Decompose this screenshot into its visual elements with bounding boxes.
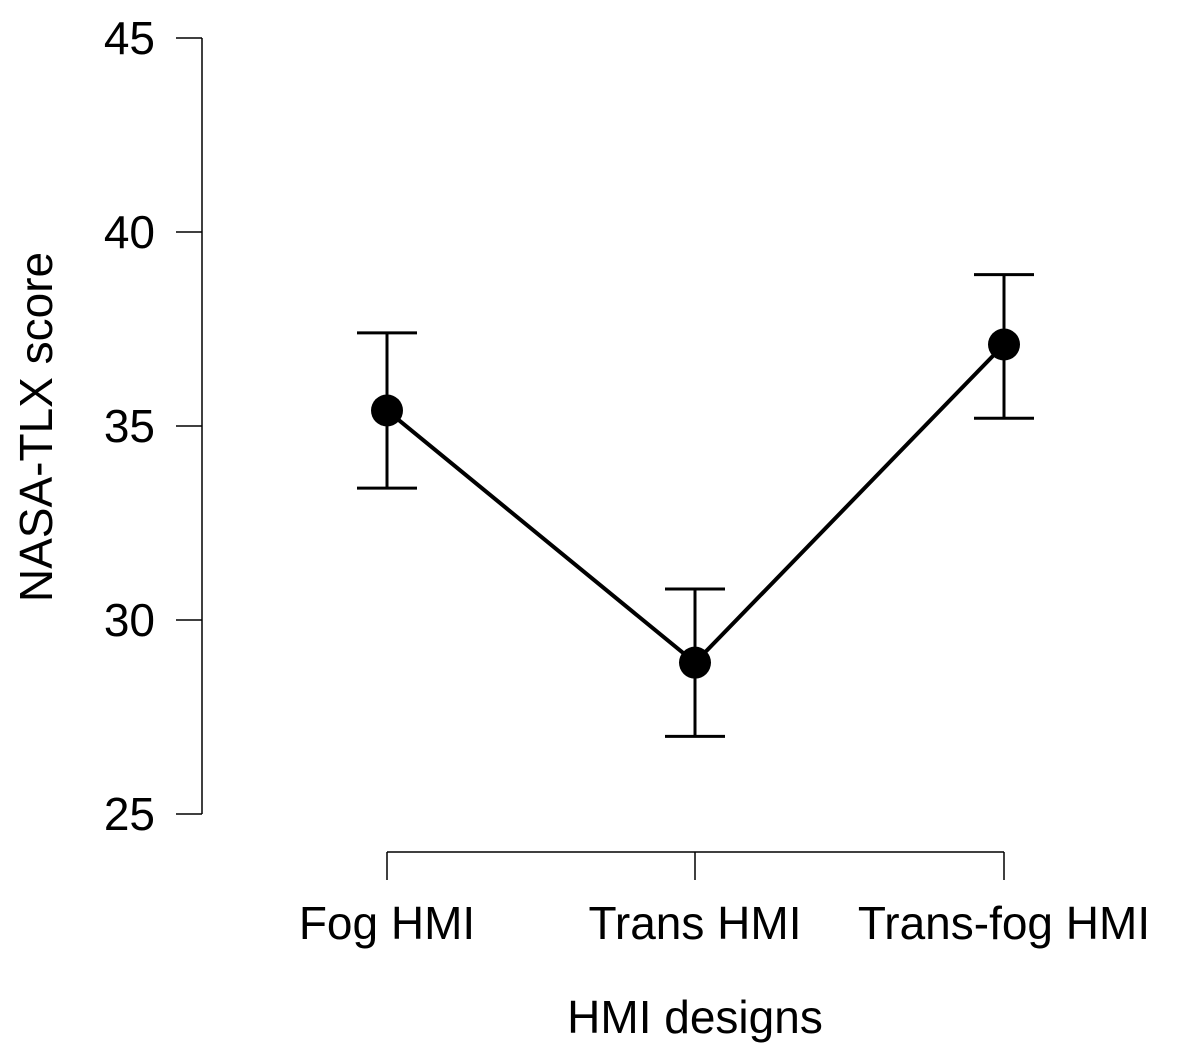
data-point bbox=[679, 646, 711, 679]
y-axis: 25 30 35 40 45 bbox=[104, 12, 203, 840]
data-point bbox=[988, 328, 1020, 361]
x-axis: Fog HMI Trans HMI Trans-fog HMI bbox=[299, 851, 1150, 949]
y-tick-label: 25 bbox=[104, 788, 155, 840]
x-tick-label: Fog HMI bbox=[299, 897, 475, 949]
y-tick-label: 45 bbox=[104, 12, 155, 64]
x-tick-label: Trans-fog HMI bbox=[858, 897, 1150, 949]
y-tick-label: 35 bbox=[104, 400, 155, 452]
y-axis-title: NASA-TLX score bbox=[10, 252, 62, 602]
x-tick-label: Trans HMI bbox=[589, 897, 802, 949]
y-tick-label: 40 bbox=[104, 206, 155, 258]
data-point bbox=[371, 394, 403, 427]
y-tick-label: 30 bbox=[104, 594, 155, 646]
x-axis-title: HMI designs bbox=[567, 991, 823, 1043]
plot-area bbox=[357, 273, 1034, 738]
